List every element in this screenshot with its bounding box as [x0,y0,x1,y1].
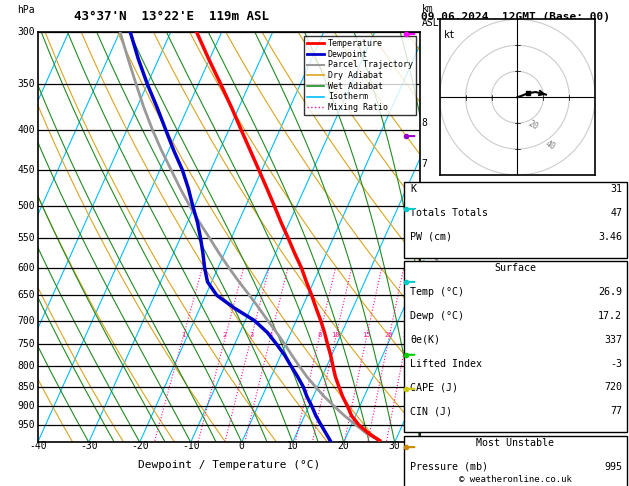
Text: 900: 900 [18,401,35,411]
Text: 20: 20 [338,441,350,451]
Text: 995: 995 [604,462,622,472]
Bar [404,261,626,432]
Text: 09.06.2024  12GMT (Base: 00): 09.06.2024 12GMT (Base: 00) [421,12,610,22]
Text: 8: 8 [317,332,321,338]
Text: 31: 31 [610,184,622,194]
Text: Lifted Index: Lifted Index [410,359,482,369]
Text: 6: 6 [421,199,428,209]
Legend: Temperature, Dewpoint, Parcel Trajectory, Dry Adiabat, Wet Adiabat, Isotherm, Mi: Temperature, Dewpoint, Parcel Trajectory… [304,36,416,115]
Text: hPa: hPa [18,4,35,15]
Text: θe(K): θe(K) [410,335,440,345]
Text: 47: 47 [610,208,622,218]
Text: 300: 300 [18,27,35,36]
Text: 337: 337 [604,335,622,345]
Text: km: km [421,4,433,14]
Text: 350: 350 [18,79,35,89]
Text: 650: 650 [18,290,35,300]
Text: ASL: ASL [421,18,439,28]
Text: © weatheronline.co.uk: © weatheronline.co.uk [459,474,572,484]
Text: 5: 5 [421,240,428,249]
Text: 15: 15 [362,332,370,338]
Text: 3.46: 3.46 [598,232,622,242]
Text: 26.9: 26.9 [598,287,622,297]
Text: CAPE (J): CAPE (J) [410,382,459,393]
Text: K: K [410,184,416,194]
Text: 2: 2 [421,361,428,371]
Text: 1: 1 [181,332,185,338]
Text: 850: 850 [18,382,35,392]
Text: 500: 500 [18,201,35,211]
Text: 43°37'N  13°22'E  119m ASL: 43°37'N 13°22'E 119m ASL [74,10,269,23]
Text: -3: -3 [610,359,622,369]
Bar [404,182,626,258]
Text: 2: 2 [223,332,227,338]
Text: 17.2: 17.2 [598,311,622,321]
Text: 720: 720 [604,382,622,393]
Text: Mixing Ratio (g/kg): Mixing Ratio (g/kg) [433,190,442,284]
Text: Most Unstable: Most Unstable [476,438,554,448]
Text: Temp (°C): Temp (°C) [410,287,464,297]
Text: Surface: Surface [494,263,536,274]
Text: 0: 0 [239,441,245,451]
Bar [404,436,626,486]
Text: 700: 700 [18,315,35,326]
Text: 10: 10 [287,441,299,451]
Text: -20: -20 [131,441,148,451]
Text: 3: 3 [249,332,253,338]
Text: Dewpoint / Temperature (°C): Dewpoint / Temperature (°C) [138,460,320,469]
Text: 10: 10 [331,332,340,338]
Text: 20: 20 [385,332,393,338]
Text: -30: -30 [80,441,97,451]
Text: 8: 8 [421,118,428,128]
Text: -40: -40 [29,441,47,451]
Text: 77: 77 [610,406,622,417]
Text: 550: 550 [18,233,35,243]
Text: 600: 600 [18,263,35,273]
Text: 950: 950 [18,420,35,430]
Text: CIN (J): CIN (J) [410,406,452,417]
Text: 30: 30 [389,441,401,451]
Text: 4: 4 [421,280,428,290]
Text: 800: 800 [18,361,35,371]
Text: Pressure (mb): Pressure (mb) [410,462,488,472]
Text: 400: 400 [18,125,35,135]
Text: 450: 450 [18,165,35,175]
Text: 3: 3 [421,320,428,330]
Text: -10: -10 [182,441,199,451]
Text: 1: 1 [421,401,428,411]
Text: 4: 4 [269,332,272,338]
Text: 750: 750 [18,339,35,349]
Text: 7: 7 [421,158,428,169]
Text: Dewp (°C): Dewp (°C) [410,311,464,321]
Text: Totals Totals: Totals Totals [410,208,488,218]
Text: 25: 25 [403,332,411,338]
Text: PW (cm): PW (cm) [410,232,452,242]
Text: LCL: LCL [421,384,439,394]
